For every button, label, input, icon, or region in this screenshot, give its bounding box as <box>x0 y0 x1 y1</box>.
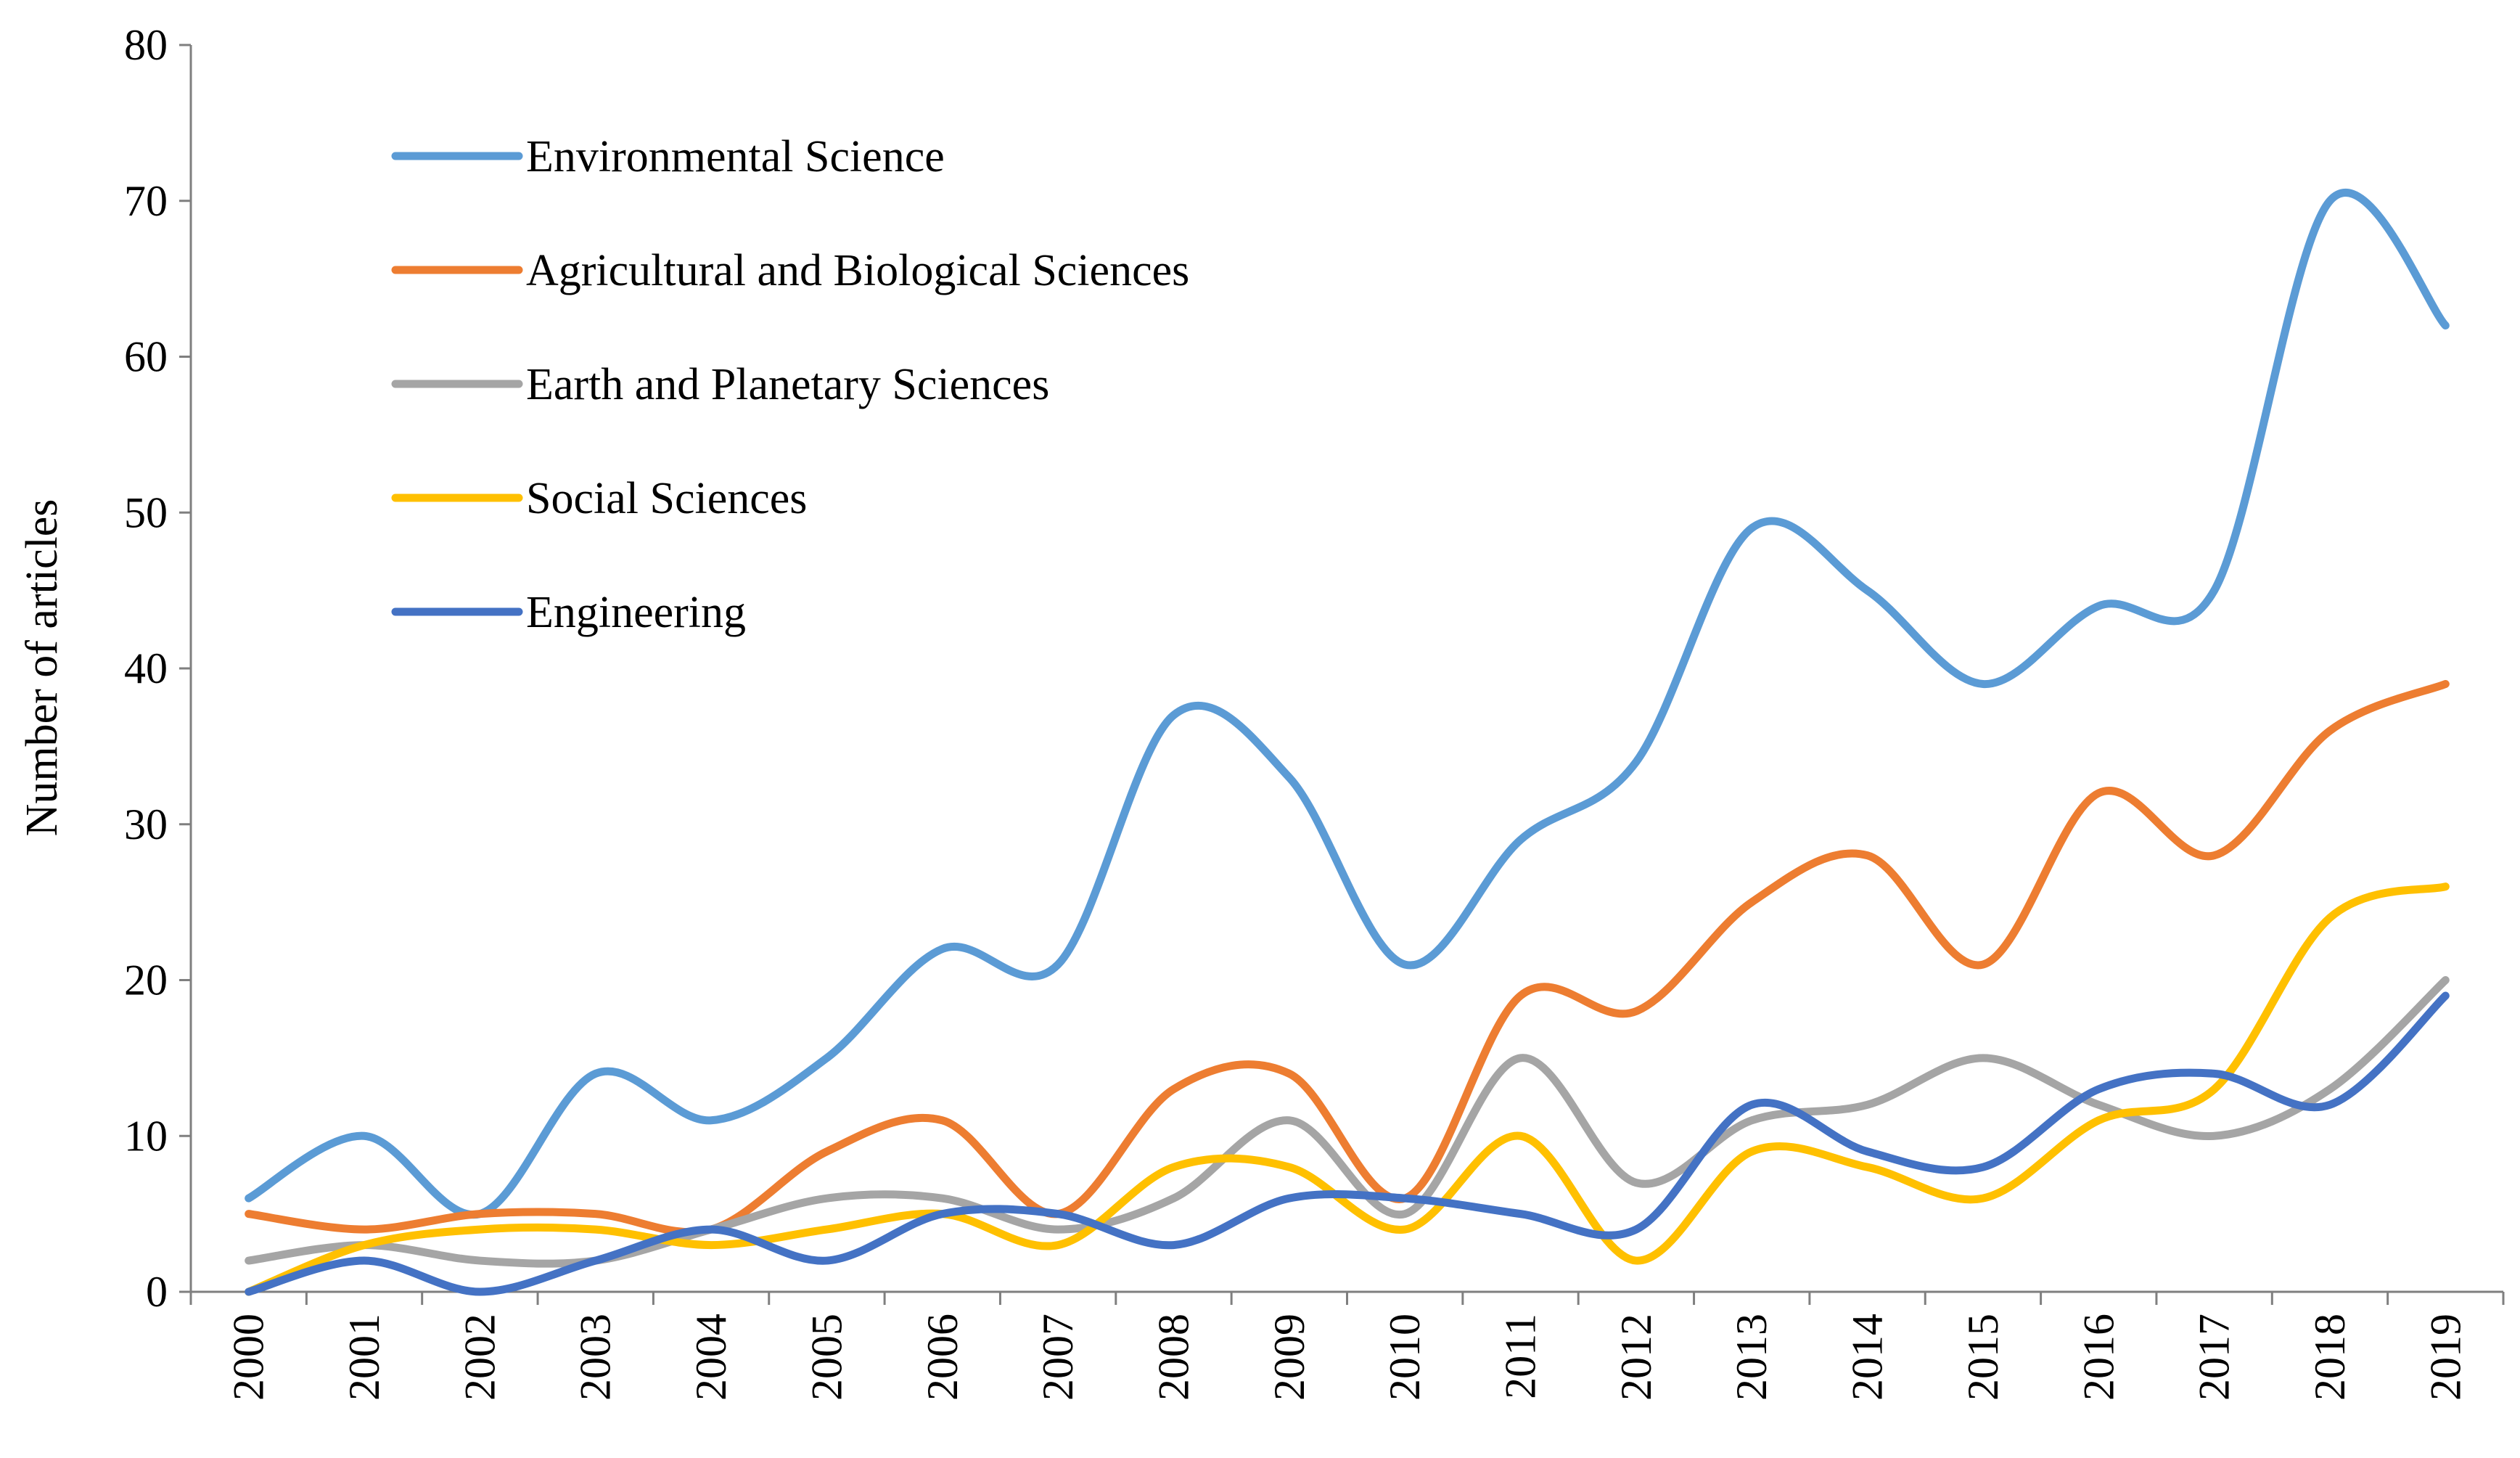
series-line-social-sciences <box>245 882 2450 1296</box>
y-tick-label: 30 <box>124 800 168 848</box>
y-tick-label: 70 <box>124 177 168 225</box>
legend-label: Engineering <box>526 588 746 637</box>
legend-item-earth-and-planetary-sciences: Earth and Planetary Sciences <box>391 360 1049 409</box>
y-tick-label: 80 <box>124 21 168 69</box>
x-tick-label: 2015 <box>1959 1314 2007 1401</box>
x-tick-label: 2012 <box>1612 1314 1660 1401</box>
x-tick-label: 2017 <box>2191 1314 2238 1401</box>
x-tick-label: 2008 <box>1149 1314 1197 1401</box>
legend-label: Social Sciences <box>526 474 807 523</box>
y-tick-label: 10 <box>124 1112 168 1160</box>
x-tick-label: 2013 <box>1728 1314 1776 1401</box>
x-tick-label: 2000 <box>225 1314 273 1401</box>
x-tick-label: 2002 <box>456 1314 504 1401</box>
legend-item-agricultural-and-biological-sciences: Agricultural and Biological Sciences <box>391 246 1189 295</box>
legend-label: Agricultural and Biological Sciences <box>526 246 1189 295</box>
y-tick-label: 40 <box>124 644 168 692</box>
y-tick-label: 50 <box>124 488 168 536</box>
y-axis-title: Number of articles <box>17 499 67 837</box>
x-tick-label: 2001 <box>340 1314 388 1401</box>
x-tick-label: 2005 <box>803 1314 850 1401</box>
x-tick-label: 2006 <box>919 1314 966 1401</box>
legend-item-social-sciences: Social Sciences <box>391 474 807 523</box>
series-line-environmental-science <box>245 189 2450 1219</box>
x-tick-label: 2019 <box>2421 1314 2469 1401</box>
x-tick-label: 2014 <box>1844 1314 1892 1401</box>
axes-layer <box>179 44 2505 1305</box>
series-layer <box>245 189 2450 1296</box>
x-tick-label: 2007 <box>1034 1314 1082 1401</box>
x-tick-label: 2004 <box>687 1314 735 1401</box>
legend-item-environmental-science: Environmental Science <box>391 132 945 181</box>
y-tick-label: 60 <box>124 333 168 381</box>
series-line-engineering <box>245 991 2450 1296</box>
legend-label: Earth and Planetary Sciences <box>526 360 1049 409</box>
x-tick-label: 2016 <box>2074 1314 2122 1401</box>
series-line-agricultural-and-biological-sciences <box>245 679 2450 1237</box>
series-line-earth-and-planetary-sciences <box>245 976 2450 1268</box>
y-tick-label: 0 <box>146 1268 168 1316</box>
x-tick-label: 2009 <box>1265 1314 1313 1401</box>
x-tick-label: 2003 <box>572 1314 620 1401</box>
x-tick-label: 2011 <box>1497 1314 1545 1399</box>
x-tick-label: 2010 <box>1381 1314 1429 1401</box>
y-tick-label: 20 <box>124 957 168 1004</box>
legend: Environmental Science Agricultural and Bi… <box>391 132 1189 637</box>
legend-label: Environmental Science <box>526 132 945 181</box>
x-tick-label: 2018 <box>2306 1314 2354 1401</box>
legend-item-engineering: Engineering <box>391 588 746 637</box>
tick-labels-layer: 0 10 20 30 40 50 60 70 80 2000 2001 2002 2003 2004 200… <box>124 21 2469 1401</box>
